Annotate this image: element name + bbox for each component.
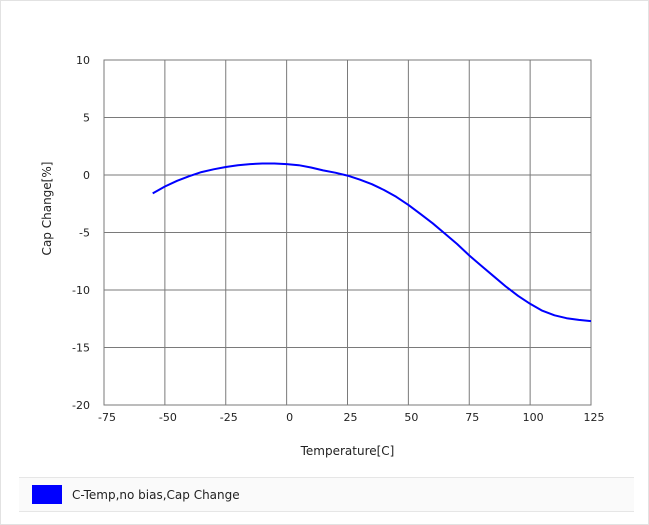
y-tick-label: 5	[83, 112, 90, 125]
x-tick-label: 0	[286, 411, 293, 424]
x-tick-label: -25	[220, 411, 238, 424]
x-tick-label: 50	[404, 411, 418, 424]
x-axis-title: Temperature[C]	[300, 444, 395, 458]
legend-label: C-Temp,no bias,Cap Change	[72, 487, 240, 502]
x-tick-label: 75	[465, 411, 479, 424]
series-layer	[152, 162, 592, 323]
y-axis-title: Cap Change[%]	[40, 162, 54, 256]
y-tick-label: 0	[83, 169, 90, 182]
y-tick-label: -5	[79, 227, 90, 240]
x-tick-label: -75	[98, 411, 116, 424]
y-tick-label: -15	[72, 342, 90, 355]
grid-lines	[104, 60, 591, 405]
legend-swatch	[32, 485, 62, 504]
series-line	[152, 162, 592, 323]
legend: C-Temp,no bias,Cap Change	[19, 477, 634, 512]
y-tick-label: -10	[72, 284, 90, 297]
y-tick-label: -20	[72, 399, 90, 412]
x-tick-label: 100	[523, 411, 544, 424]
x-tick-label: -50	[159, 411, 177, 424]
x-tick-label: 125	[584, 411, 605, 424]
x-tick-label: 25	[344, 411, 358, 424]
y-tick-label: 10	[76, 54, 90, 67]
